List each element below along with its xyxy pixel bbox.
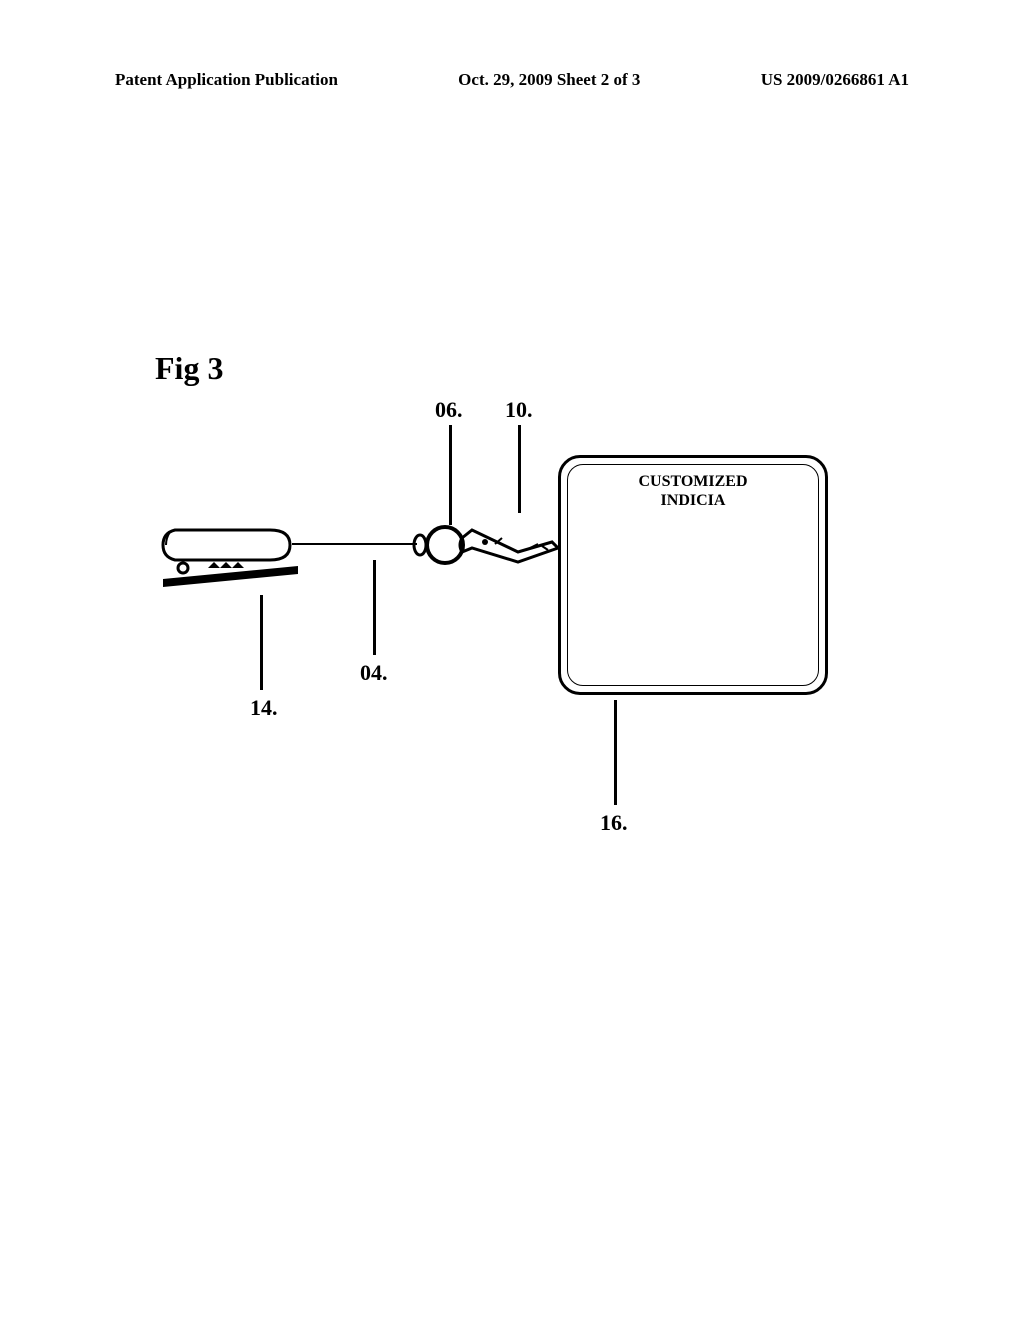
sign-text-line2: INDICIA [661, 492, 726, 509]
ref-label-14: 14. [250, 695, 278, 721]
sign-text: CUSTOMIZED INDICIA [561, 472, 825, 510]
lead-line-04 [373, 560, 376, 655]
lead-line-06 [449, 425, 452, 525]
ref-label-10: 10. [505, 397, 533, 423]
sign-text-line1: CUSTOMIZED [638, 473, 747, 490]
connector-line [292, 543, 417, 545]
ref-label-16: 16. [600, 810, 628, 836]
header-left: Patent Application Publication [115, 70, 338, 90]
ref-label-04: 04. [360, 660, 388, 686]
base-icon [158, 560, 303, 595]
figure-title: Fig 3 [155, 350, 223, 387]
lead-line-16 [614, 700, 617, 805]
ref-label-06: 06. [435, 397, 463, 423]
attachment-clip-icon [410, 520, 570, 590]
header-right: US 2009/0266861 A1 [761, 70, 909, 90]
header-center: Oct. 29, 2009 Sheet 2 of 3 [458, 70, 640, 90]
figure-3: Fig 3 06. 10. 04. 14. 16. CUSTOMIZED IND… [140, 360, 920, 860]
lead-line-14 [260, 595, 263, 690]
lead-line-10 [518, 425, 521, 513]
page-header: Patent Application Publication Oct. 29, … [0, 70, 1024, 90]
sign-box: CUSTOMIZED INDICIA [558, 455, 828, 695]
